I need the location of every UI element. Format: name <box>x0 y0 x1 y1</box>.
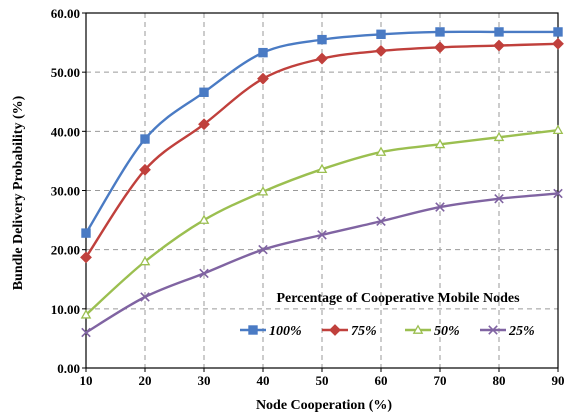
y-tick-label: 0.00 <box>57 361 80 376</box>
grid <box>86 12 559 368</box>
data-point <box>317 34 327 45</box>
legend-label: 50% <box>434 324 460 339</box>
legend-marker <box>412 324 424 334</box>
legend-marker <box>248 325 258 335</box>
y-tick-label: 30.00 <box>51 184 80 199</box>
legend-marker <box>488 325 498 335</box>
data-point <box>258 244 268 255</box>
x-tick-label: 80 <box>493 373 506 388</box>
legend-title: Percentage of Cooperative Mobile Nodes <box>276 291 520 306</box>
plot-frame <box>85 12 559 369</box>
data-point <box>316 163 328 174</box>
y-tick-label: 40.00 <box>51 124 80 139</box>
data-point <box>140 292 150 302</box>
axes: 0.00 10.00 20.00 30.00 40.00 50.00 60.00 10 20 30… <box>51 6 565 388</box>
data-point <box>257 186 269 196</box>
data-point <box>493 131 505 142</box>
data-point <box>80 309 92 319</box>
data-point <box>81 228 91 238</box>
data-point <box>435 27 445 37</box>
data-point <box>375 146 387 156</box>
data-point <box>494 27 504 37</box>
data-point <box>553 27 563 37</box>
data-point <box>81 327 91 338</box>
x-tick-label: 50 <box>316 373 329 388</box>
data-point <box>198 214 210 224</box>
x-tick-label: 90 <box>552 373 565 388</box>
x-tick-label: 70 <box>434 373 447 388</box>
data-point <box>257 72 269 85</box>
data-point <box>494 194 504 204</box>
data-point <box>493 39 505 52</box>
legend: 100% 75% 50% 25% <box>240 324 535 339</box>
y-tick-label: 60.00 <box>51 6 80 21</box>
x-tick-label: 30 <box>198 373 211 388</box>
legend-label: 75% <box>351 324 377 339</box>
y-tick-label: 10.00 <box>51 302 80 317</box>
legend-label: 25% <box>508 324 535 339</box>
x-tick-label: 10 <box>80 373 93 388</box>
y-tick-label: 20.00 <box>51 243 80 258</box>
data-point <box>434 41 446 54</box>
data-point <box>552 37 564 50</box>
data-point <box>435 202 445 212</box>
data-point <box>139 163 151 176</box>
x-tick-label: 60 <box>375 373 388 388</box>
data-point <box>258 47 268 58</box>
data-point <box>80 251 92 264</box>
data-point <box>553 188 563 199</box>
data-point <box>198 118 210 131</box>
y-tick-label: 50.00 <box>51 65 80 80</box>
legend-marker <box>329 324 341 336</box>
x-tick-label: 40 <box>257 373 270 388</box>
y-axis-title: Bundle Delivery Probability (%) <box>11 95 26 290</box>
data-point <box>199 268 209 279</box>
data-point <box>434 138 446 149</box>
data-point <box>140 134 150 144</box>
data-point <box>552 124 564 135</box>
legend-label: 100% <box>269 324 302 339</box>
data-point <box>317 230 327 240</box>
x-axis-title: Node Cooperation (%) <box>256 398 392 413</box>
series <box>80 27 564 338</box>
data-point <box>375 44 387 57</box>
x-tick-label: 20 <box>139 373 152 388</box>
data-point <box>316 52 328 65</box>
data-point <box>376 216 386 227</box>
data-point <box>199 87 209 97</box>
data-point <box>139 255 151 266</box>
data-point <box>376 29 386 39</box>
